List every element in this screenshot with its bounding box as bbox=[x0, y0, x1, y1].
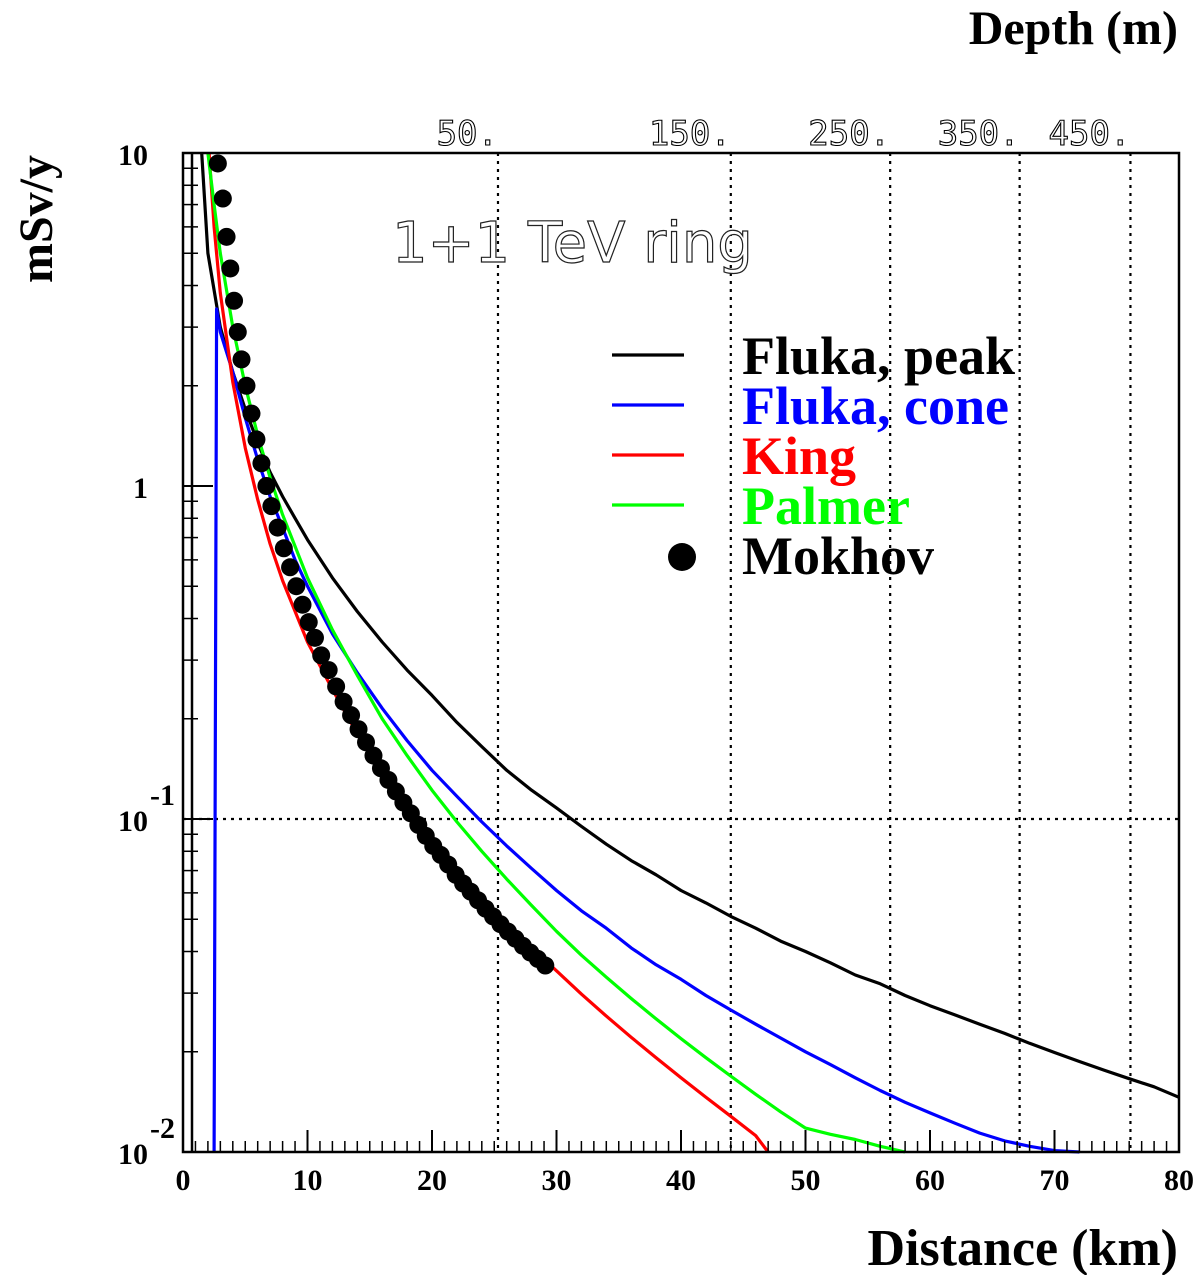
mokhov-point-14 bbox=[274, 539, 293, 558]
x-axis-label: Distance (km) bbox=[867, 1220, 1178, 1275]
mokhov-point-1 bbox=[213, 189, 232, 208]
data-series bbox=[190, 152, 1180, 1154]
mokhov-point-20 bbox=[312, 646, 331, 665]
series-line-3 bbox=[206, 152, 906, 1154]
mokhov-point-18 bbox=[299, 613, 318, 632]
mokhov-point-23 bbox=[334, 692, 353, 711]
mokhov-point-4 bbox=[225, 291, 244, 310]
x-tick-label-6: 60 bbox=[915, 1164, 945, 1197]
y-tick-exponent-2: -1 bbox=[150, 779, 175, 812]
y-tick-label-0: 10 bbox=[118, 139, 148, 172]
mokhov-point-21 bbox=[319, 661, 338, 680]
mokhov-point-50 bbox=[536, 956, 555, 975]
mokhov-point-6 bbox=[232, 350, 251, 369]
mokhov-point-10 bbox=[252, 454, 271, 473]
x-tick-label-8: 80 bbox=[1164, 1164, 1194, 1197]
mokhov-point-16 bbox=[287, 577, 306, 596]
mokhov-point-3 bbox=[221, 259, 240, 278]
mokhov-point-24 bbox=[342, 706, 361, 725]
depth-tick-label-4: 450. bbox=[1049, 114, 1131, 154]
legend-label-0: Fluka, peak bbox=[742, 326, 1015, 386]
x-tick-label-7: 70 bbox=[1040, 1164, 1070, 1197]
x-tick-label-4: 40 bbox=[666, 1164, 696, 1197]
legend-label-2: King bbox=[742, 426, 856, 486]
y-tick-label-1: 1 bbox=[133, 472, 148, 505]
mokhov-point-19 bbox=[305, 628, 324, 647]
mokhov-point-15 bbox=[281, 558, 300, 577]
mokhov-point-22 bbox=[327, 677, 346, 696]
ring-annotation: 1+1 TeV ring bbox=[392, 211, 753, 276]
y-tick-label-3: 10 bbox=[118, 1138, 148, 1171]
depth-tick-label-0: 50. bbox=[437, 114, 498, 154]
legend-marker-4 bbox=[668, 543, 696, 571]
legend-label-3: Palmer bbox=[742, 476, 910, 536]
mokhov-point-17 bbox=[293, 595, 312, 614]
series-line-0 bbox=[200, 152, 1180, 1099]
mokhov-point-0 bbox=[208, 154, 227, 173]
top-axis-label: Depth (m) bbox=[969, 2, 1178, 55]
mokhov-point-9 bbox=[247, 430, 266, 449]
grid-lines bbox=[183, 153, 1179, 1152]
series-line-1 bbox=[212, 307, 1080, 1154]
mokhov-point-12 bbox=[262, 497, 281, 516]
mokhov-point-7 bbox=[237, 376, 256, 395]
x-tick-label-1: 10 bbox=[293, 1164, 323, 1197]
y-axis-label: mSv/y bbox=[10, 155, 63, 283]
mokhov-point-25 bbox=[349, 720, 368, 739]
legend-label-1: Fluka, cone bbox=[742, 376, 1009, 436]
mokhov-point-26 bbox=[357, 733, 376, 752]
legend-label-4: Mokhov bbox=[742, 526, 934, 586]
mokhov-point-2 bbox=[217, 227, 236, 246]
x-tick-label-5: 50 bbox=[791, 1164, 821, 1197]
depth-tick-label-2: 250. bbox=[808, 114, 890, 154]
mokhov-point-11 bbox=[257, 477, 276, 495]
x-tick-label-0: 0 bbox=[176, 1164, 191, 1197]
mokhov-point-13 bbox=[268, 518, 287, 537]
x-tick-label-2: 20 bbox=[417, 1164, 447, 1197]
depth-tick-label-3: 350. bbox=[938, 114, 1020, 154]
depth-tick-label-1: 150. bbox=[649, 114, 731, 154]
y-tick-label-2: 10 bbox=[118, 805, 148, 838]
y-tick-exponent-3: -2 bbox=[150, 1112, 175, 1145]
x-tick-label-3: 30 bbox=[542, 1164, 572, 1197]
mokhov-point-8 bbox=[242, 404, 261, 423]
mokhov-point-5 bbox=[228, 323, 247, 342]
